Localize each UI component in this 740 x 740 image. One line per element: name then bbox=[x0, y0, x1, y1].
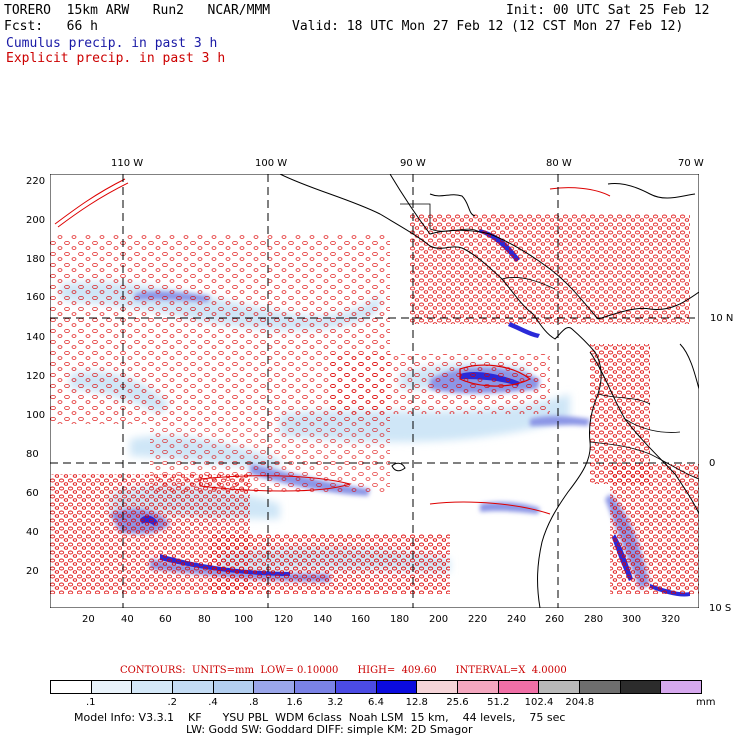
color-bin-label: 25.6 bbox=[446, 697, 469, 708]
color-bin-label: 51.2 bbox=[487, 697, 510, 708]
color-bin-label: 204.8 bbox=[565, 697, 595, 708]
model-info: Model Info: V3.3.1 KF YSU PBL WDM 6class… bbox=[74, 711, 566, 724]
explicit-precip-contours bbox=[50, 178, 699, 594]
x-tick: 260 bbox=[545, 614, 565, 625]
x-tick: 200 bbox=[429, 614, 449, 625]
color-bin-label: .2 bbox=[167, 697, 178, 708]
color-bin-label: 102.4 bbox=[524, 697, 554, 708]
x-tick: 100 bbox=[234, 614, 254, 625]
lon-label: 90 W bbox=[400, 158, 426, 169]
color-bin bbox=[539, 681, 580, 693]
forecast-hour: Fcst: 66 h bbox=[4, 19, 98, 34]
color-bin bbox=[132, 681, 174, 693]
color-bin bbox=[51, 681, 92, 693]
color-bar-unit: mm bbox=[696, 697, 716, 708]
y-tick: 100 bbox=[26, 410, 46, 421]
x-tick: 220 bbox=[468, 614, 488, 625]
y-tick: 180 bbox=[26, 254, 46, 265]
color-bin bbox=[498, 681, 540, 693]
color-bin bbox=[173, 681, 214, 693]
run-title: TORERO 15km ARW Run2 NCAR/MMM bbox=[4, 3, 271, 18]
lat-label: 10 S bbox=[709, 603, 732, 614]
cumulus-label: Cumulus precip. in past 3 h bbox=[6, 36, 218, 51]
y-tick: 80 bbox=[26, 449, 39, 460]
x-tick: 240 bbox=[507, 614, 527, 625]
color-bin bbox=[579, 681, 621, 693]
color-bin bbox=[376, 681, 418, 693]
color-bin bbox=[457, 681, 499, 693]
x-tick: 20 bbox=[82, 614, 95, 625]
explicit-label: Explicit precip. in past 3 h bbox=[6, 51, 226, 66]
color-bin-label: .8 bbox=[248, 697, 259, 708]
y-tick: 220 bbox=[26, 176, 46, 187]
lat-label: 0 bbox=[709, 458, 716, 469]
coastline bbox=[279, 174, 699, 608]
color-bin-label: .4 bbox=[208, 697, 218, 708]
x-tick: 120 bbox=[274, 614, 294, 625]
color-bin bbox=[254, 681, 296, 693]
valid-time: Valid: 18 UTC Mon 27 Feb 12 (12 CST Mon … bbox=[292, 19, 684, 34]
color-bin bbox=[295, 681, 336, 693]
x-tick: 280 bbox=[584, 614, 604, 625]
y-tick: 60 bbox=[26, 488, 39, 499]
lon-label: 100 W bbox=[255, 158, 288, 169]
country-borders bbox=[400, 203, 699, 480]
x-tick: 60 bbox=[159, 614, 172, 625]
color-bar bbox=[50, 680, 702, 694]
x-tick: 80 bbox=[198, 614, 211, 625]
x-tick: 300 bbox=[622, 614, 642, 625]
color-bin bbox=[91, 681, 133, 693]
color-bin-label: 12.8 bbox=[405, 697, 428, 708]
color-bin bbox=[213, 681, 255, 693]
lon-label: 70 W bbox=[678, 158, 704, 169]
color-bin-label: .1 bbox=[85, 697, 96, 708]
lon-label: 110 W bbox=[111, 158, 144, 169]
init-time: Init: 00 UTC Sat 25 Feb 12 bbox=[506, 3, 710, 18]
x-tick: 160 bbox=[351, 614, 371, 625]
y-tick: 20 bbox=[26, 566, 39, 577]
y-tick: 160 bbox=[26, 292, 46, 303]
color-bin bbox=[417, 681, 458, 693]
y-tick: 120 bbox=[26, 371, 46, 382]
color-bin bbox=[620, 681, 662, 693]
lat-label: 10 N bbox=[710, 313, 734, 324]
contour-stats: CONTOURS: UNITS=mm LOW= 0.10000 HIGH= 40… bbox=[120, 665, 567, 676]
y-tick: 140 bbox=[26, 332, 46, 343]
model-physics: LW: Godd SW: Goddard DIFF: simple KM: 2D… bbox=[186, 723, 473, 736]
x-tick: 320 bbox=[661, 614, 681, 625]
color-bin bbox=[661, 681, 701, 693]
color-bin-label: 3.2 bbox=[327, 697, 344, 708]
precip-map bbox=[50, 174, 699, 608]
color-bin bbox=[335, 681, 377, 693]
color-bin-label: 6.4 bbox=[368, 697, 384, 708]
x-tick: 180 bbox=[390, 614, 410, 625]
y-tick: 40 bbox=[26, 527, 39, 538]
x-tick: 140 bbox=[313, 614, 333, 625]
x-tick: 40 bbox=[121, 614, 134, 625]
color-bin-label: 1.6 bbox=[286, 697, 303, 708]
y-tick: 200 bbox=[26, 215, 46, 226]
lon-label: 80 W bbox=[546, 158, 572, 169]
graticule bbox=[50, 174, 699, 608]
